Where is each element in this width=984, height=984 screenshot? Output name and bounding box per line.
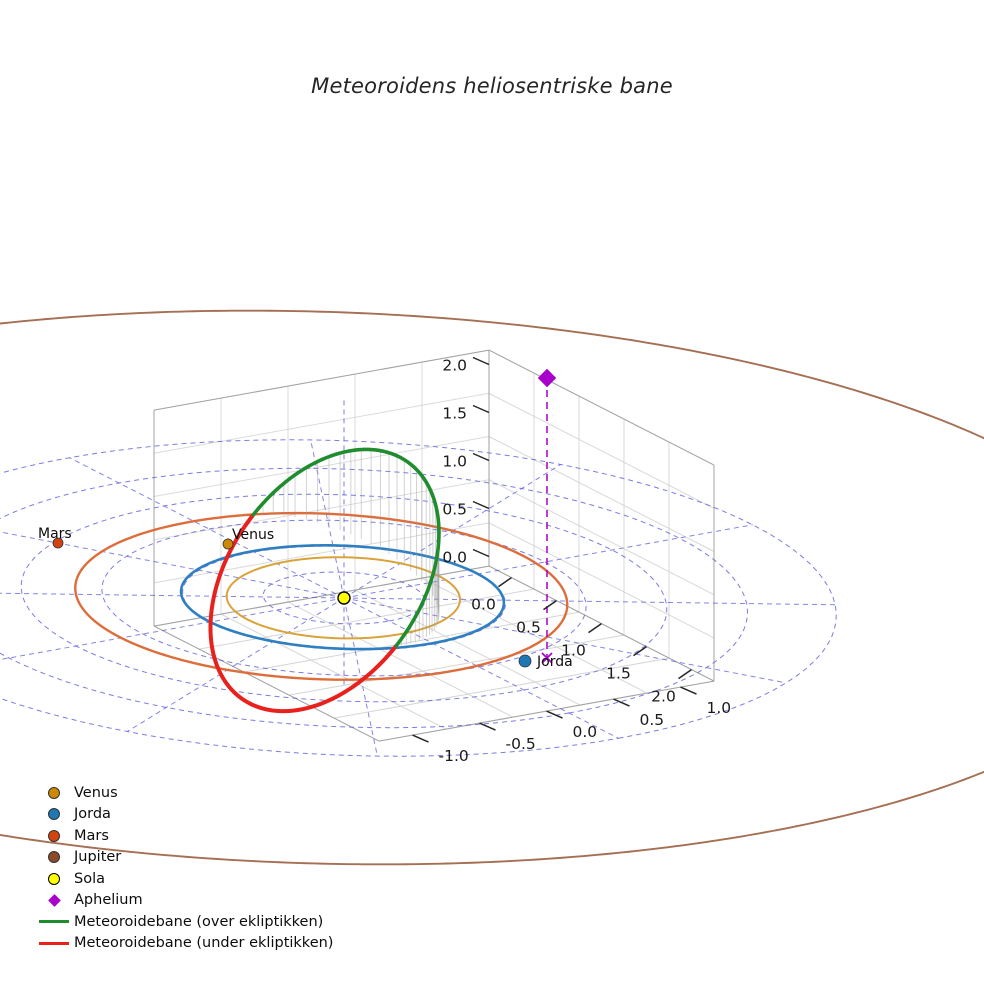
legend-item-venus[interactable]: Venus: [34, 782, 324, 804]
z-tick-4-tickmark: [472, 356, 490, 366]
y-tick-0-tickmark: [412, 734, 429, 743]
z-tick-3-tickmark: [472, 404, 490, 414]
aphelion-marker[interactable]: [537, 368, 557, 664]
x-tick-4: 2.0: [651, 688, 676, 706]
y-tick-1-tickmark: [479, 722, 496, 731]
x-tick-3: 1.5: [606, 665, 631, 683]
legend-marker-icon: [34, 868, 74, 889]
axis-tick-labels: 0.0 0.5 1.0 1.5 2.0 0.0 0.5 1.0 1.5 2.0 -1.0 -0.5 0.…: [412, 356, 732, 765]
legend-line-icon: [39, 941, 69, 945]
z-tick-0: 0.0: [442, 549, 467, 567]
y-tick-3: 0.5: [640, 711, 665, 729]
venus-orbit: [225, 556, 461, 640]
legend-label: Jupiter: [74, 849, 122, 866]
body-label-venus: Venus: [232, 527, 274, 543]
y-tick-2: 0.0: [573, 723, 598, 741]
y-tick-2-tickmark: [546, 710, 563, 719]
legend-line-icon: [39, 920, 69, 924]
aphelion-diamond: [537, 368, 557, 388]
legend-label: Aphelium: [74, 892, 143, 909]
mars-orbit: [74, 511, 569, 681]
x-tick-0-tickmark: [498, 576, 512, 588]
legend-item-meteoroidebane-over-ekliptikken[interactable]: Meteoroidebane (over ekliptikken): [34, 911, 324, 933]
z-tick-0-tickmark: [472, 548, 490, 558]
z-tick-1-tickmark: [472, 500, 490, 510]
legend-label: Jorda: [74, 806, 111, 823]
legend-item-sola[interactable]: Sola: [34, 868, 324, 890]
legend-item-mars[interactable]: Mars: [34, 825, 324, 847]
z-tick-1: 0.5: [442, 501, 467, 519]
body-label-mars: Mars: [38, 526, 72, 542]
aphelion-ground-x: [541, 652, 553, 664]
x-tick-1-tickmark: [543, 599, 557, 611]
legend-label: Sola: [74, 870, 105, 887]
x-tick-4-tickmark: [678, 668, 692, 680]
legend-dot-icon: [48, 851, 60, 864]
legend-marker-icon: [34, 825, 74, 846]
body-marker-sola[interactable]: [337, 591, 351, 605]
legend-label: Meteoroidebane (under ekliptikken): [74, 935, 334, 952]
x-tick-2: 1.0: [561, 642, 586, 660]
meteoroid-orbit: [208, 447, 441, 714]
legend-dot-icon: [48, 829, 60, 842]
legend-marker-icon: [34, 847, 74, 868]
body-markers[interactable]: Venus Jorda Mars: [38, 526, 573, 670]
legend-dot-icon: [48, 786, 60, 799]
body-marker-venus[interactable]: [222, 538, 234, 550]
legend-label: Mars: [74, 827, 109, 844]
legend-marker-icon: [34, 782, 74, 803]
legend-item-jorda[interactable]: Jorda: [34, 804, 324, 826]
page-title: Meteoroidens heliosentriske bane: [311, 74, 673, 98]
legend-item-aphelium[interactable]: Aphelium: [34, 890, 324, 912]
z-tick-3: 1.5: [442, 405, 467, 423]
y-tick-4-tickmark: [680, 686, 697, 695]
legend: Venus Jorda Mars Jupiter Sola Aphelium Meteoro…: [34, 782, 333, 955]
legend-label: Venus: [74, 784, 118, 801]
legend-dot-icon: [48, 808, 60, 821]
legend-diamond-wrap: [34, 890, 74, 911]
x-tick-1: 0.5: [516, 619, 541, 637]
y-tick-3-tickmark: [613, 698, 630, 707]
z-tick-2-tickmark: [472, 452, 490, 462]
body-marker-mars[interactable]: [52, 537, 64, 549]
x-tick-2-tickmark: [588, 622, 602, 634]
z-tick-4: 2.0: [442, 357, 467, 375]
legend-diamond-icon: [47, 893, 61, 907]
legend-dot-icon: [48, 872, 60, 885]
y-tick-1: -0.5: [506, 735, 536, 753]
jupiter-orbit: [0, 309, 984, 866]
body-marker-jorda[interactable]: [518, 654, 532, 668]
y-tick-4: 1.0: [707, 699, 732, 717]
legend-label: Meteoroidebane (over ekliptikken): [74, 913, 324, 930]
x-tick-3-tickmark: [633, 645, 647, 657]
legend-line-wrap: [34, 911, 74, 932]
earth-orbit: [179, 544, 506, 651]
legend-marker-icon: [34, 804, 74, 825]
legend-item-meteoroidebane-under-ekliptikken[interactable]: Meteoroidebane (under ekliptikken): [34, 933, 333, 955]
legend-item-jupiter[interactable]: Jupiter: [34, 847, 324, 869]
legend-line-wrap: [34, 933, 74, 954]
x-tick-0: 0.0: [471, 596, 496, 614]
z-tick-2: 1.0: [442, 453, 467, 471]
body-label-jorda: Jorda: [536, 654, 573, 670]
y-tick-0: -1.0: [439, 747, 469, 765]
